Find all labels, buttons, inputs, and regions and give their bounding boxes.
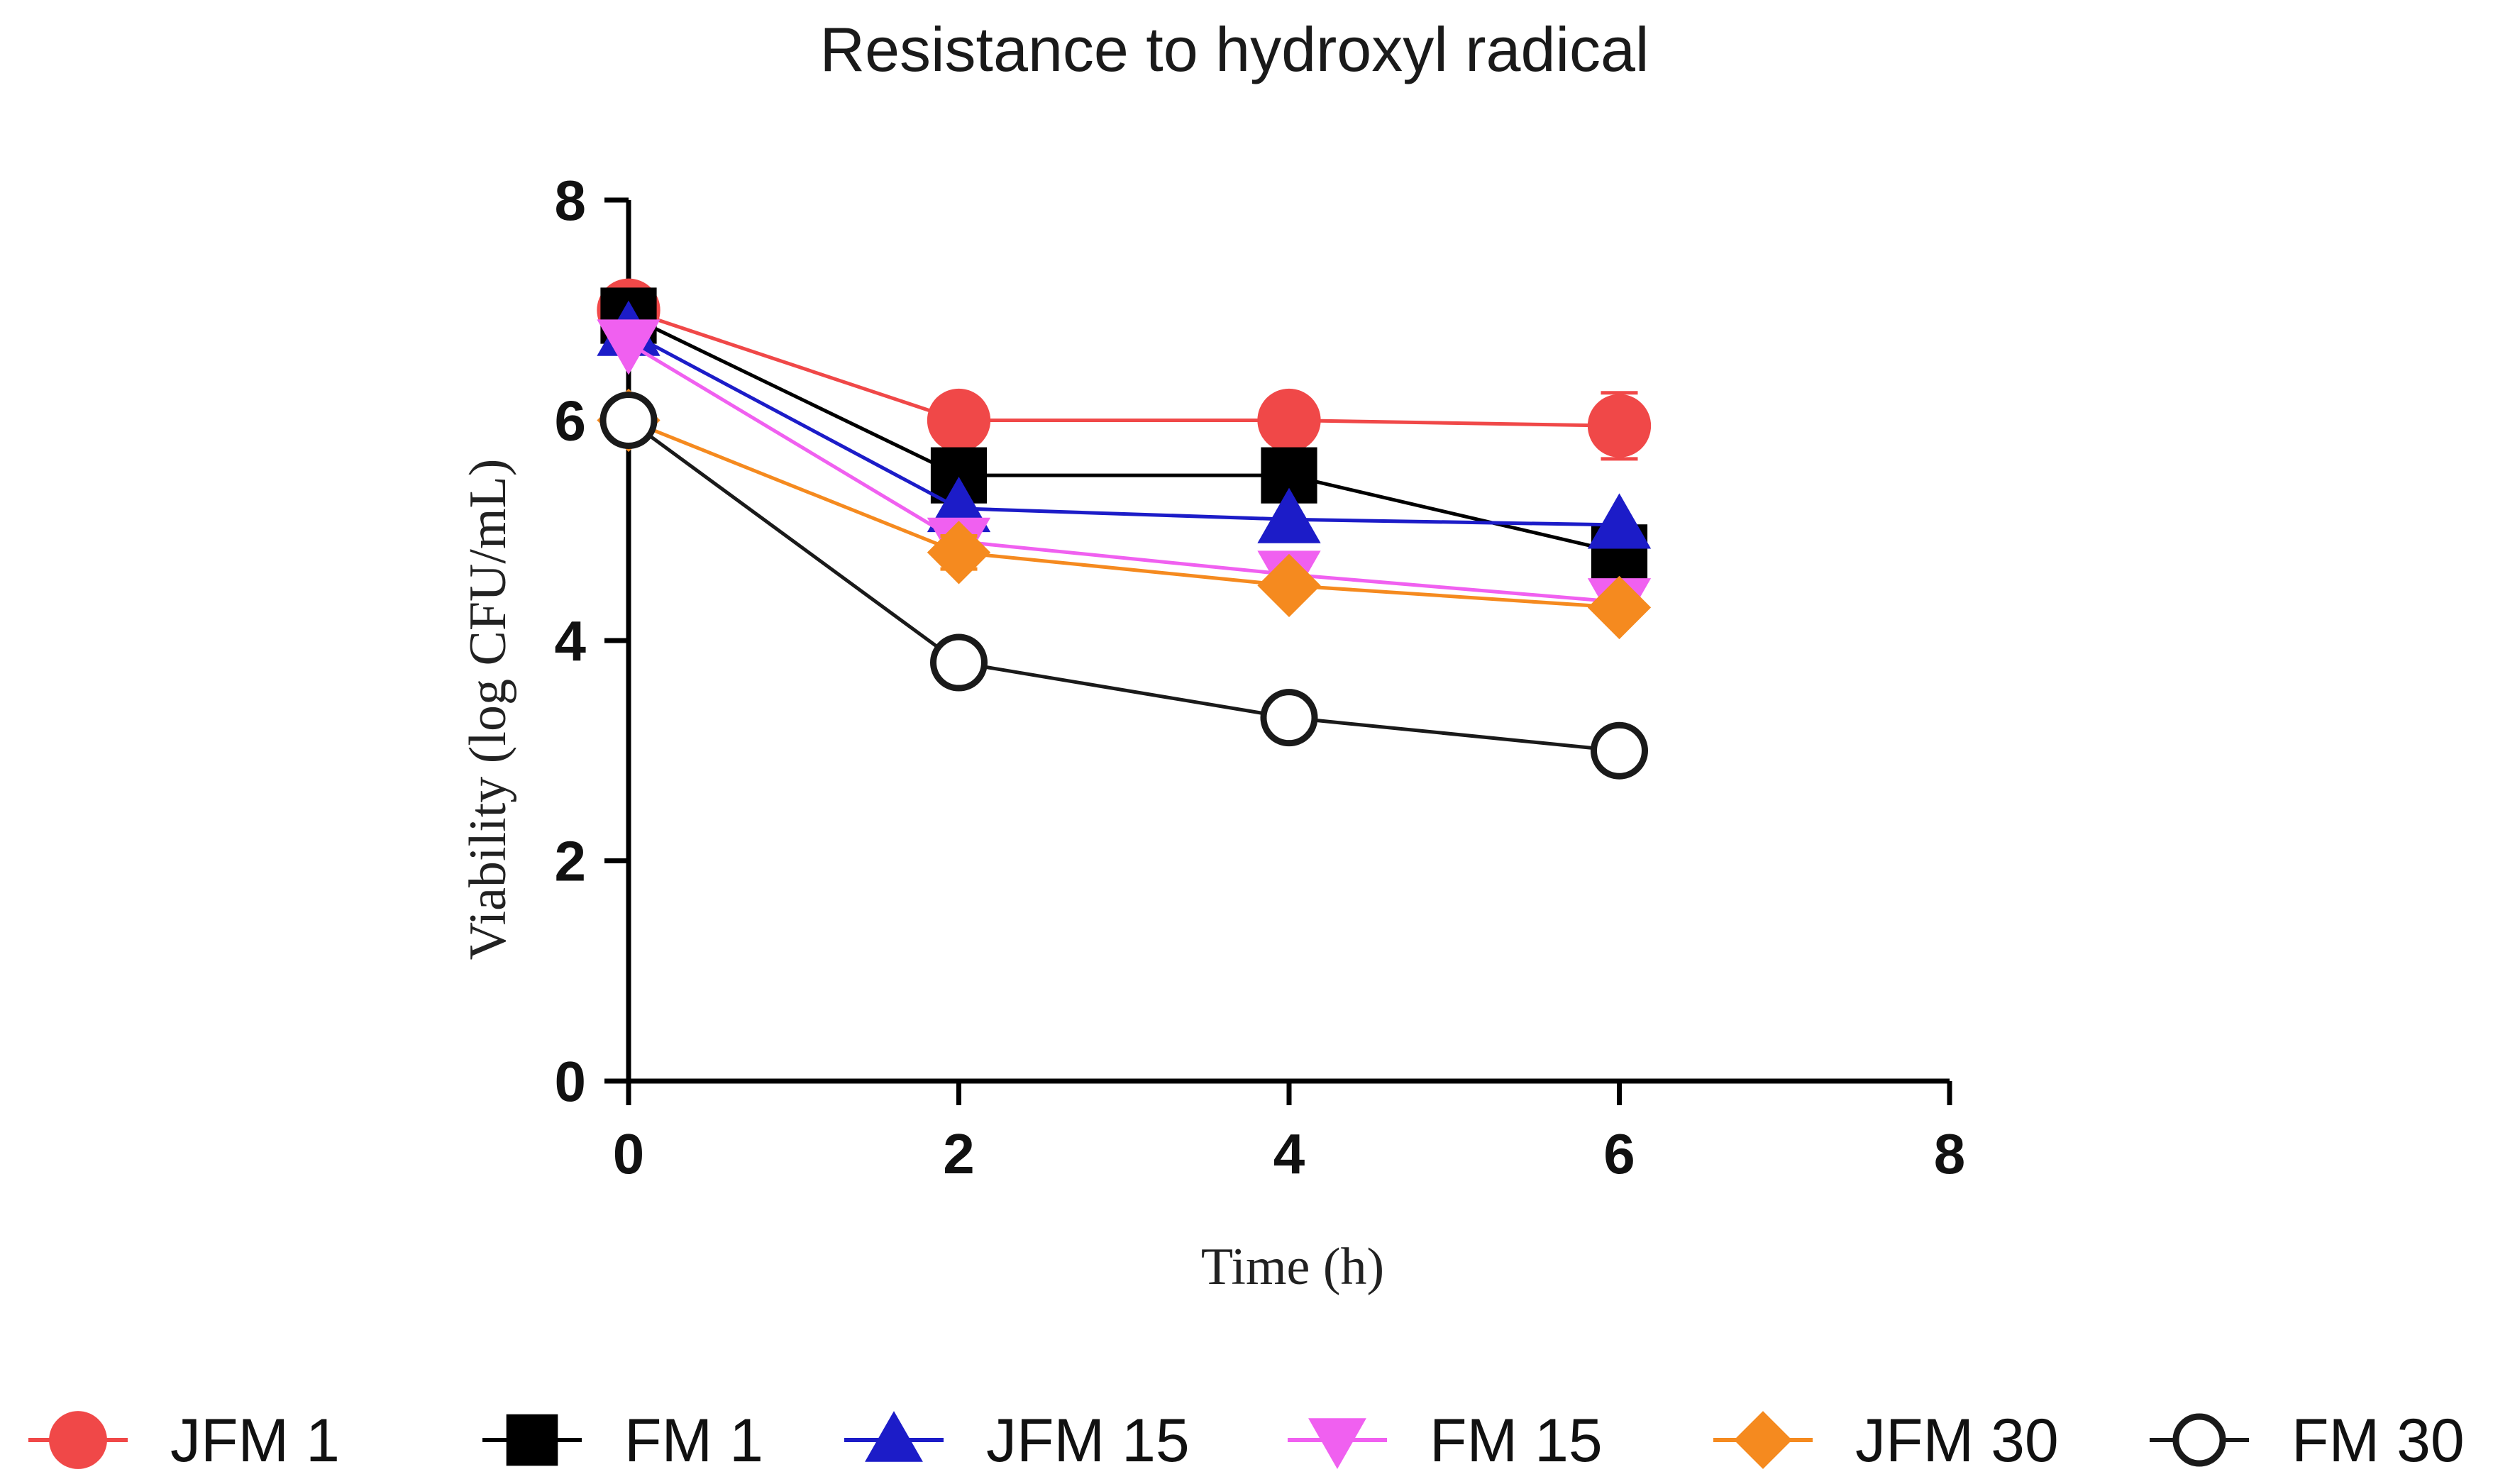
- x-tick-label: 0: [613, 1122, 645, 1185]
- legend-marker: [506, 1414, 558, 1466]
- series-line: [627, 314, 1620, 555]
- legend-label: JFM 30: [1855, 1407, 2059, 1475]
- data-point: [1587, 493, 1652, 549]
- series-fm-30: [599, 392, 1648, 780]
- chart-title: Resistance to hydroxyl radical: [820, 14, 1649, 84]
- y-tick-label: 0: [555, 1050, 587, 1113]
- data-point: [1591, 721, 1648, 780]
- series-line: [628, 308, 1620, 428]
- data-point: [1257, 388, 1321, 453]
- y-tick-label: 2: [555, 830, 587, 893]
- series-line: [627, 341, 1620, 604]
- legend-item-fm-15: FM 15: [1288, 1407, 1603, 1475]
- x-axis-label: Time (h): [1201, 1238, 1384, 1296]
- y-tick-label: 8: [555, 169, 587, 232]
- series-fm-1: [600, 287, 1648, 581]
- legend-marker: [2172, 1413, 2226, 1467]
- data-point: [927, 388, 991, 453]
- legend-marker: [1734, 1411, 1792, 1469]
- y-tick-label: 4: [555, 609, 587, 672]
- data-point: [1587, 575, 1652, 640]
- y-tick-label: 6: [555, 389, 587, 453]
- series-line: [628, 419, 1620, 609]
- legend-label: JFM 15: [986, 1407, 1190, 1475]
- data-point: [927, 521, 991, 585]
- x-tick-label: 2: [943, 1122, 975, 1185]
- data-point: [599, 392, 658, 449]
- data-point: [1587, 394, 1652, 458]
- legend-item-jfm-15: JFM 15: [844, 1407, 1190, 1475]
- data-point: [930, 633, 988, 692]
- series-jfm-1: [597, 278, 1652, 461]
- legend-label: FM 30: [2292, 1407, 2465, 1475]
- legend-item-fm-30: FM 30: [2150, 1407, 2465, 1475]
- legend-marker: [1308, 1418, 1366, 1469]
- series-line: [627, 419, 1620, 753]
- legend-label: FM 1: [624, 1407, 763, 1475]
- data-point: [1257, 553, 1321, 618]
- data-point: [1260, 689, 1318, 747]
- plot-area: 0 2 4 6 8 0 2 4 6 8: [555, 169, 1966, 1185]
- x-tick-label: 6: [1603, 1122, 1635, 1185]
- legend-marker: [865, 1411, 923, 1462]
- x-tick-label: 4: [1273, 1122, 1305, 1185]
- legend-item-fm-1: FM 1: [482, 1407, 763, 1475]
- y-axis-label: Viability (log CFU/mL): [459, 459, 517, 960]
- legend-label: FM 15: [1430, 1407, 1603, 1475]
- legend-label: JFM 1: [170, 1407, 340, 1475]
- x-tick-label: 8: [1934, 1122, 1966, 1185]
- legend: JFM 1 FM 1 JFM 15 FM 15 JFM 30 FM 30: [28, 1407, 2465, 1475]
- legend-item-jfm-30: JFM 30: [1713, 1407, 2059, 1475]
- data-point: [597, 319, 660, 375]
- data-point: [1257, 487, 1321, 543]
- series-line: [627, 331, 1620, 527]
- legend-marker: [49, 1411, 107, 1469]
- legend-item-jfm-1: JFM 1: [28, 1407, 340, 1475]
